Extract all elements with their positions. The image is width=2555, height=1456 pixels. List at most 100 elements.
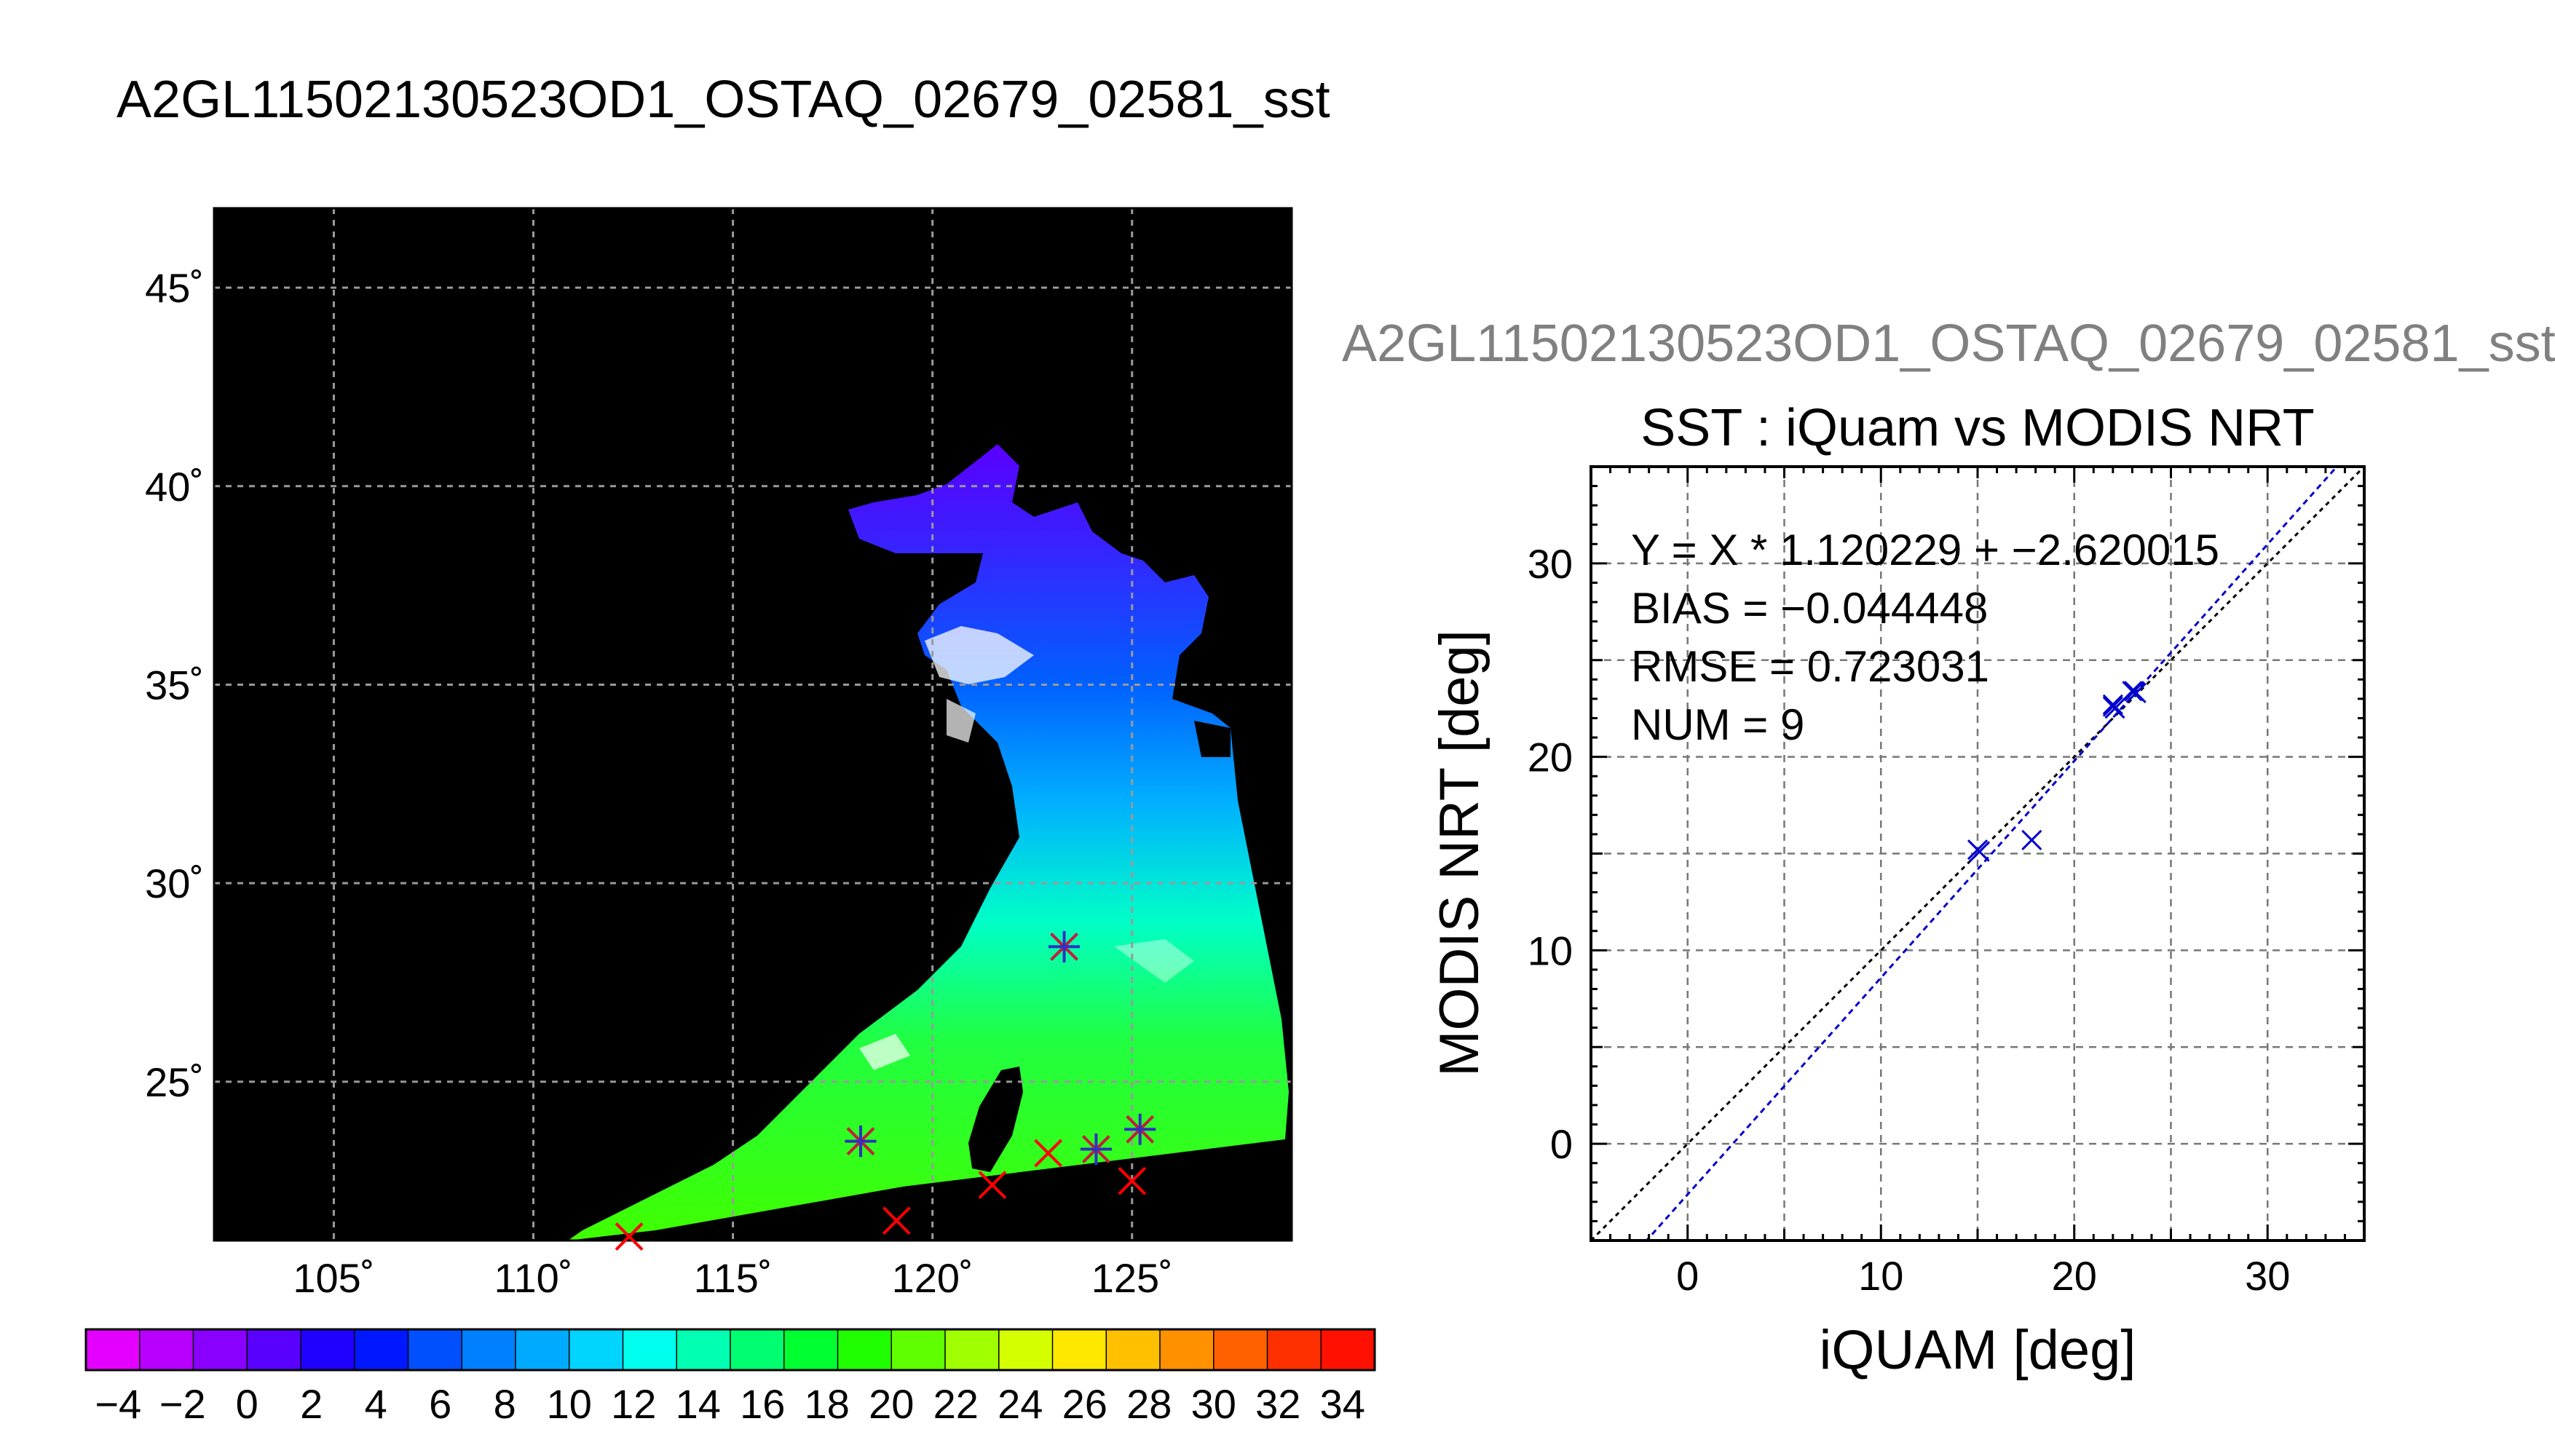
map-markers: [615, 930, 1156, 1251]
colorbar-tick-label: 4: [365, 1381, 387, 1427]
colorbar-cell: [891, 1329, 946, 1370]
colorbar-cell: [1160, 1329, 1215, 1370]
colorbar-cell: [837, 1329, 892, 1370]
stat-bias: BIAS = −0.044448: [1631, 584, 1988, 633]
colorbar-cell: [462, 1329, 516, 1370]
marker-stroke: [615, 1222, 644, 1251]
colorbar-tick-label: 30: [1191, 1381, 1236, 1427]
colorbar-cell: [623, 1329, 677, 1370]
cloud-patch: [859, 1034, 910, 1070]
colorbar-cell: [730, 1329, 785, 1370]
page-title: A2GL11502130523OD1_OSTAQ_02679_02581_sst: [117, 71, 1330, 129]
colorbar-cell: [86, 1329, 141, 1370]
colorbar-cell: [998, 1329, 1053, 1370]
map-lon-ticks: 105˚ 110˚ 115˚ 120˚ 125˚: [293, 1255, 1172, 1301]
map-lon-tick-label: 115˚: [694, 1255, 773, 1301]
sst-swath: [568, 444, 1289, 1241]
map-lat-tick-label: 30˚: [145, 860, 204, 906]
marker-stroke: [1034, 1139, 1063, 1168]
colorbar-cell: [301, 1329, 355, 1370]
map-lat-tick-label: 40˚: [145, 464, 204, 510]
marker-stroke: [882, 1206, 911, 1235]
colorbar-cell: [1321, 1329, 1375, 1370]
map-marker-asterisk: [1048, 930, 1081, 963]
colorbar-tick-label: 26: [1062, 1381, 1107, 1427]
colorbar-tick-label: 18: [805, 1381, 850, 1427]
scatter-point: [2021, 829, 2042, 850]
scatter-xtick-label: 10: [1858, 1253, 1903, 1299]
map-marker-cross: [1034, 1139, 1063, 1168]
scatter-point-stroke: [2021, 829, 2042, 850]
scatter-xlabel: iQUAM [deg]: [1819, 1319, 2136, 1381]
scatter-ytick-label: 0: [1550, 1121, 1573, 1167]
cloud-patch: [1114, 939, 1194, 983]
cloud-patch: [925, 626, 1034, 684]
scatter-yticks: 0 10 20 30: [1528, 465, 2364, 1242]
land-mask: [1194, 721, 1231, 757]
map-marker-asterisk: [845, 1125, 877, 1158]
colorbar-cell: [676, 1329, 731, 1370]
colorbar-tick-label: 24: [998, 1381, 1043, 1427]
colorbar-tick-label: 6: [429, 1381, 451, 1427]
scatter-point: [2102, 694, 2123, 715]
stats-box: Y = X * 1.120229 + −2.620015 BIAS = −0.0…: [1631, 526, 2219, 749]
scatter-point-stroke: [2102, 694, 2123, 715]
colorbar-tick-label: 34: [1320, 1381, 1365, 1427]
colorbar-cell: [139, 1329, 194, 1370]
colorbar-tick-label: 16: [740, 1381, 785, 1427]
scatter-chart-title: SST : iQuam vs MODIS NRT: [1640, 399, 2315, 457]
colorbar-cell: [1213, 1329, 1268, 1370]
stat-num: NUM = 9: [1631, 700, 1804, 749]
scatter-point-stroke: [2104, 698, 2125, 719]
sst-map: 105˚ 110˚ 115˚ 120˚ 125˚ 45˚ 40˚ 35˚ 30˚ 25˚: [145, 207, 1293, 1301]
colorbar-tick-label: −2: [159, 1381, 206, 1427]
colorbar-tick-label: −4: [95, 1381, 141, 1427]
colorbar-tick-label: 32: [1255, 1381, 1300, 1427]
colorbar-cell: [945, 1329, 1000, 1370]
colorbar-cell: [354, 1329, 408, 1370]
colorbar-labels: −4 −2 0 2 4 6 8 10 12 14 16 18 20 22 24 26 28 30 32 34: [95, 1381, 1365, 1427]
colorbar-cell: [193, 1329, 248, 1370]
colorbar-cell: [516, 1329, 570, 1370]
map-lat-ticks: 45˚ 40˚ 35˚ 30˚ 25˚: [145, 265, 204, 1105]
scatter-panel: A2GL11502130523OD1_OSTAQ_02679_02581_sst…: [1342, 314, 2555, 1381]
map-marker-cross: [882, 1206, 911, 1235]
colorbar-tick-label: 28: [1126, 1381, 1172, 1427]
map-marker-asterisk: [1080, 1133, 1113, 1166]
colorbar-cell: [569, 1329, 623, 1370]
scatter-point-stroke: [2125, 682, 2147, 703]
scatter-ytick-label: 10: [1528, 927, 1573, 973]
marker-stroke: [978, 1171, 1007, 1200]
colorbar-frame: [84, 1328, 1376, 1372]
scatter-grid: [1591, 467, 2364, 1241]
colorbar-tick-label: 14: [676, 1381, 721, 1427]
scatter-point-stroke: [1967, 839, 1989, 860]
map-marker-asterisk: [1124, 1113, 1156, 1145]
colorbar-cell: [247, 1329, 301, 1370]
map-lat-tick-label: 25˚: [145, 1059, 204, 1105]
map-lon-tick-label: 105˚: [293, 1255, 374, 1301]
map-lat-tick-label: 45˚: [145, 265, 204, 311]
stat-rmse: RMSE = 0.723031: [1631, 642, 1989, 691]
scatter-point: [2122, 681, 2143, 702]
map-lat-tick-label: 35˚: [145, 662, 204, 708]
colorbar-tick-label: 10: [547, 1381, 592, 1427]
scatter-points: [1967, 681, 2147, 862]
map-lon-tick-label: 110˚: [494, 1255, 573, 1301]
colorbar: −4 −2 0 2 4 6 8 10 12 14 16 18 20 22 24 26 28 30 32 34: [84, 1328, 1376, 1427]
colorbar-cell: [1106, 1329, 1161, 1370]
map-marker-cross: [1118, 1166, 1147, 1195]
scatter-point: [1967, 839, 1989, 860]
scatter-ylabel: MODIS NRT [deg]: [1429, 630, 1490, 1077]
scatter-point-stroke: [2122, 681, 2143, 702]
scatter-point: [2125, 682, 2147, 703]
map-marker-cross: [978, 1171, 1007, 1200]
colorbar-tick-label: 8: [494, 1381, 516, 1427]
colorbar-tick-label: 22: [933, 1381, 979, 1427]
colorbar-tick-label: 0: [236, 1381, 258, 1427]
colorbar-cells: [86, 1329, 1375, 1370]
map-lon-tick-label: 125˚: [1091, 1255, 1173, 1301]
colorbar-cell: [1052, 1329, 1107, 1370]
taiwan-landmass: [968, 1067, 1023, 1172]
